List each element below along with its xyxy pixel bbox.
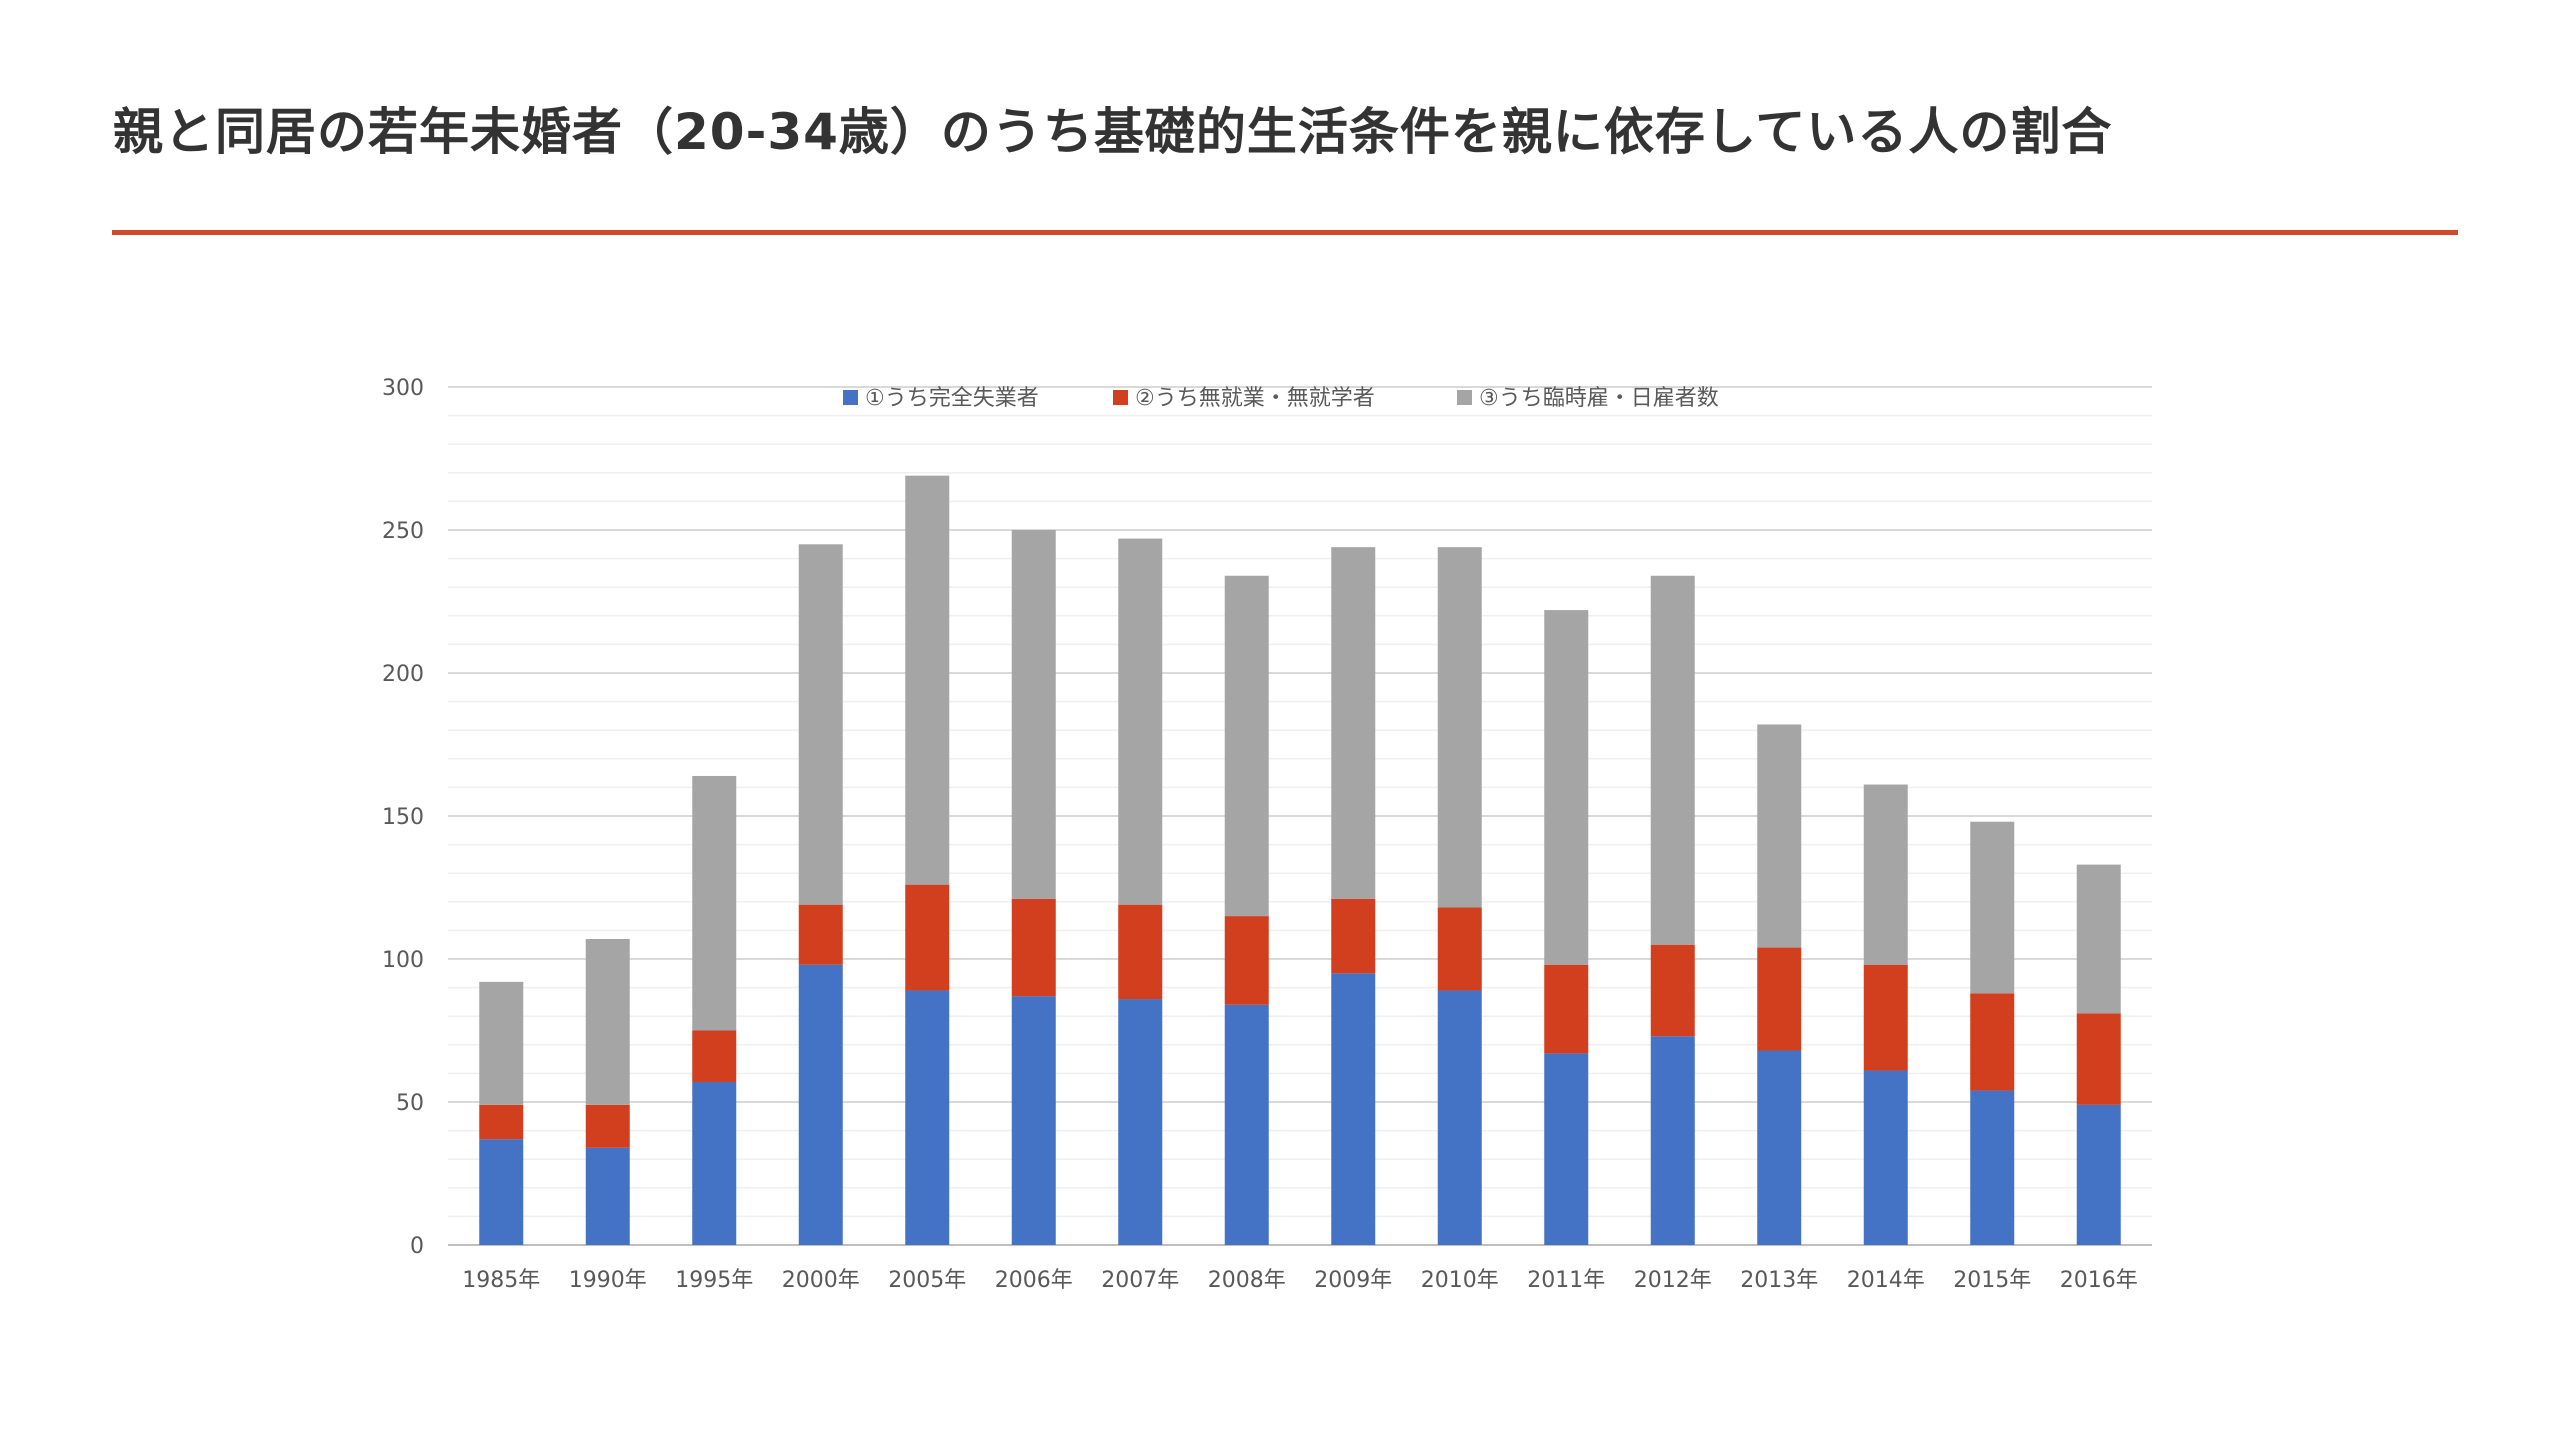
bar-segment-series-3 bbox=[1224, 575, 1269, 917]
bar-segment-series-1 bbox=[1863, 1070, 1908, 1245]
bar-segment-series-2 bbox=[1544, 964, 1589, 1054]
bar-segment-series-1 bbox=[1757, 1050, 1802, 1245]
bar-segment-series-2 bbox=[1863, 964, 1908, 1071]
y-tick-label: 150 bbox=[382, 805, 424, 830]
x-tick-label: 2012年 bbox=[1634, 1268, 1712, 1293]
bar-segment-series-1 bbox=[1331, 973, 1376, 1245]
bar-segment-series-3 bbox=[2076, 864, 2121, 1014]
bar-segment-series-2 bbox=[1118, 904, 1163, 1000]
y-tick-label: 50 bbox=[396, 1091, 424, 1116]
bar-segment-series-2 bbox=[1970, 993, 2015, 1091]
x-tick-label: 2016年 bbox=[2060, 1268, 2138, 1293]
bar-segment-series-2 bbox=[1224, 916, 1269, 1005]
bar-segment-series-1 bbox=[692, 1081, 737, 1245]
bar-segment-series-1 bbox=[905, 990, 950, 1245]
bar-segment-series-3 bbox=[1970, 821, 2015, 994]
bar-segment-series-1 bbox=[2076, 1104, 2121, 1245]
legend-label-series-1: ①うち完全失業者 bbox=[865, 386, 1039, 411]
bar-segment-series-3 bbox=[1757, 724, 1802, 948]
bar-segment-series-3 bbox=[585, 938, 630, 1105]
x-axis-tick-labels: 1985年 1990年 1995年 2000年 2005年 2006年 2007年 2008年… bbox=[462, 1268, 2138, 1293]
x-tick-label: 2008年 bbox=[1208, 1268, 1286, 1293]
x-tick-label: 2014年 bbox=[1847, 1268, 1925, 1293]
x-tick-label: 1985年 bbox=[462, 1268, 540, 1293]
bar-segment-series-1 bbox=[1437, 990, 1482, 1245]
y-tick-label: 250 bbox=[382, 519, 424, 544]
bar-segment-series-3 bbox=[905, 475, 950, 885]
bar-segment-series-2 bbox=[1650, 944, 1695, 1037]
bar-segment-series-2 bbox=[692, 1030, 737, 1082]
x-tick-label: 2007年 bbox=[1101, 1268, 1179, 1293]
bar-segment-series-3 bbox=[479, 981, 524, 1105]
bar-segment-series-3 bbox=[798, 544, 843, 905]
bar-segment-series-2 bbox=[1011, 898, 1056, 997]
bar-segment-series-3 bbox=[1650, 575, 1695, 945]
slide-title: 親と同居の若年未婚者（20-34歳）のうち基礎的生活条件を親に依存している人の割… bbox=[113, 103, 2113, 161]
bar-segment-series-1 bbox=[1650, 1036, 1695, 1245]
legend-label-series-3: ③うち臨時雇・日雇者数 bbox=[1479, 386, 1719, 411]
y-axis-tick-labels: 0 50 100 150 200 250 300 bbox=[382, 376, 424, 1259]
bar-segment-series-2 bbox=[1757, 947, 1802, 1051]
legend-swatch-series-2 bbox=[1113, 390, 1128, 405]
bar-segment-series-1 bbox=[1970, 1090, 2015, 1245]
bar-segment-series-1 bbox=[1118, 999, 1163, 1245]
bar-segment-series-2 bbox=[905, 884, 950, 991]
bar-segment-series-1 bbox=[1544, 1053, 1589, 1245]
legend-swatch-series-1 bbox=[843, 390, 858, 405]
legend-swatch-series-3 bbox=[1457, 390, 1472, 405]
bar-segment-series-2 bbox=[585, 1104, 630, 1148]
title-divider bbox=[112, 230, 2458, 235]
legend: ①うち完全失業者 ②うち無就業・無就学者 ③うち臨時雇・日雇者数 bbox=[843, 386, 1719, 411]
y-tick-label: 0 bbox=[410, 1234, 424, 1259]
x-tick-label: 2006年 bbox=[995, 1268, 1073, 1293]
x-tick-label: 2009年 bbox=[1314, 1268, 1392, 1293]
bar-segment-series-1 bbox=[1224, 1004, 1269, 1245]
x-tick-label: 2011年 bbox=[1527, 1268, 1605, 1293]
bar-segment-series-2 bbox=[798, 904, 843, 965]
bar-segment-series-2 bbox=[1331, 898, 1376, 974]
y-tick-label: 200 bbox=[382, 662, 424, 687]
bar-segment-series-1 bbox=[479, 1139, 524, 1245]
bar-segment-series-3 bbox=[1544, 610, 1589, 965]
bar-segment-series-3 bbox=[1118, 538, 1163, 905]
x-tick-label: 1995年 bbox=[675, 1268, 753, 1293]
bar-segment-series-1 bbox=[798, 964, 843, 1245]
x-tick-label: 2013年 bbox=[1740, 1268, 1818, 1293]
bar-segment-series-3 bbox=[1011, 530, 1056, 899]
y-tick-label: 100 bbox=[382, 948, 424, 973]
x-tick-label: 2000年 bbox=[782, 1268, 860, 1293]
bar-segment-series-2 bbox=[1437, 907, 1482, 991]
bar-segment-series-2 bbox=[2076, 1013, 2121, 1105]
bar-segment-series-1 bbox=[1011, 996, 1056, 1245]
x-tick-label: 1990年 bbox=[569, 1268, 647, 1293]
bars bbox=[479, 475, 2121, 1245]
bar-segment-series-3 bbox=[1331, 547, 1376, 899]
legend-label-series-2: ②うち無就業・無就学者 bbox=[1135, 386, 1375, 411]
bar-segment-series-2 bbox=[479, 1104, 524, 1140]
bar-segment-series-3 bbox=[1437, 547, 1482, 908]
x-tick-label: 2010年 bbox=[1421, 1268, 1499, 1293]
x-tick-label: 2005年 bbox=[888, 1268, 966, 1293]
bar-segment-series-1 bbox=[585, 1147, 630, 1245]
x-tick-label: 2015年 bbox=[1953, 1268, 2031, 1293]
bar-segment-series-3 bbox=[692, 775, 737, 1031]
bar-segment-series-3 bbox=[1863, 784, 1908, 965]
y-tick-label: 300 bbox=[382, 376, 424, 401]
